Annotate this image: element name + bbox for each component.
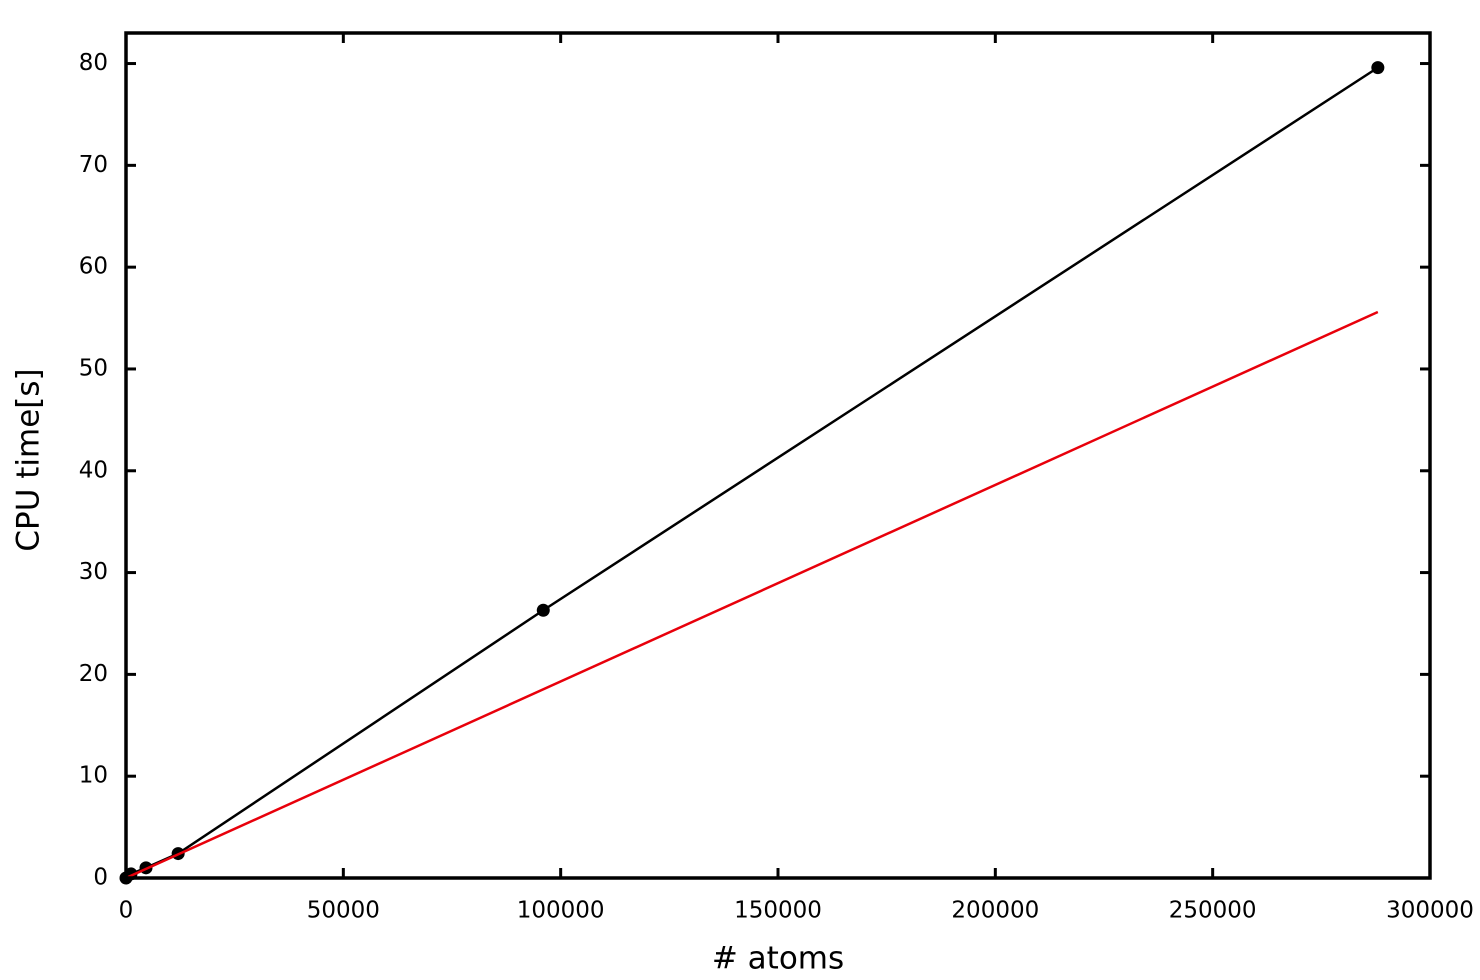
y-tick-label: 70 [79,152,108,178]
y-tick-label: 60 [79,254,108,280]
y-tick-label: 10 [79,763,108,789]
x-axis-label: # atoms [712,941,844,977]
y-axis-label: CPU time[s] [11,368,47,551]
x-tick-label: 200000 [951,898,1039,924]
data-line [125,66,1379,879]
plot-frame [124,31,1432,880]
y-tick-label: 40 [79,457,108,483]
x-tick-label: 250000 [1169,898,1257,924]
y-tick-label: 80 [79,50,108,76]
y-tick-label: 0 [93,865,108,891]
y-tick-label: 50 [79,355,108,381]
y-tick-label: 30 [79,559,108,585]
data-line [125,310,1379,880]
y-tick-label: 20 [79,661,108,687]
x-tick-label: 300000 [1386,898,1474,924]
x-tick-label: 0 [119,898,134,924]
x-tick-label: 50000 [307,898,380,924]
x-tick-label: 100000 [517,898,605,924]
data-point [536,603,550,617]
x-tick-label: 150000 [734,898,822,924]
data-point [1371,61,1385,75]
